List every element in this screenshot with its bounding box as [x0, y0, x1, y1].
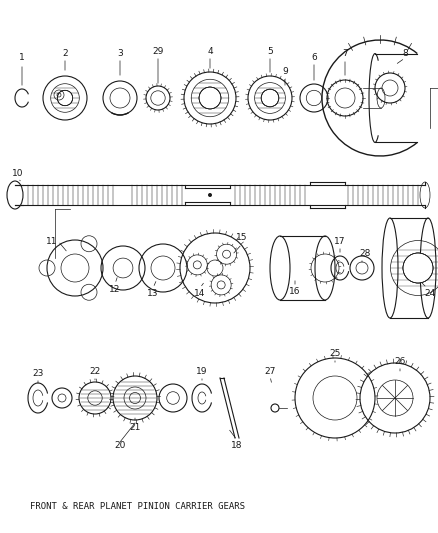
Text: 29: 29	[152, 46, 164, 55]
Circle shape	[261, 89, 279, 107]
Text: 15: 15	[236, 233, 248, 243]
Text: 18: 18	[231, 440, 243, 449]
Text: 19: 19	[196, 367, 208, 376]
Text: 12: 12	[110, 285, 121, 294]
Text: 11: 11	[46, 237, 58, 246]
Text: 27: 27	[264, 367, 276, 376]
Text: 25: 25	[329, 349, 341, 358]
Circle shape	[199, 87, 221, 109]
Text: 10: 10	[12, 168, 24, 177]
Text: 23: 23	[32, 368, 44, 377]
Text: 6: 6	[311, 52, 317, 61]
Text: 21: 21	[129, 424, 141, 432]
Text: 26: 26	[394, 357, 406, 366]
Circle shape	[208, 193, 212, 197]
Text: 7: 7	[342, 50, 348, 59]
Text: 17: 17	[334, 237, 346, 246]
Circle shape	[57, 90, 73, 106]
Text: 22: 22	[89, 367, 101, 376]
Circle shape	[403, 253, 433, 283]
Text: 4: 4	[207, 46, 213, 55]
Text: 13: 13	[147, 288, 159, 297]
Text: 16: 16	[289, 287, 301, 296]
Text: 28: 28	[359, 248, 371, 257]
Text: 3: 3	[117, 49, 123, 58]
Text: 8: 8	[402, 49, 408, 58]
Text: 1: 1	[19, 53, 25, 62]
Text: 24: 24	[424, 288, 436, 297]
Text: 2: 2	[62, 49, 68, 58]
Text: FRONT & REAR PLANET PINION CARRIER GEARS: FRONT & REAR PLANET PINION CARRIER GEARS	[30, 502, 245, 511]
Text: 9: 9	[282, 68, 288, 77]
Text: 20: 20	[114, 441, 126, 450]
Text: 5: 5	[267, 46, 273, 55]
Text: 14: 14	[194, 288, 206, 297]
